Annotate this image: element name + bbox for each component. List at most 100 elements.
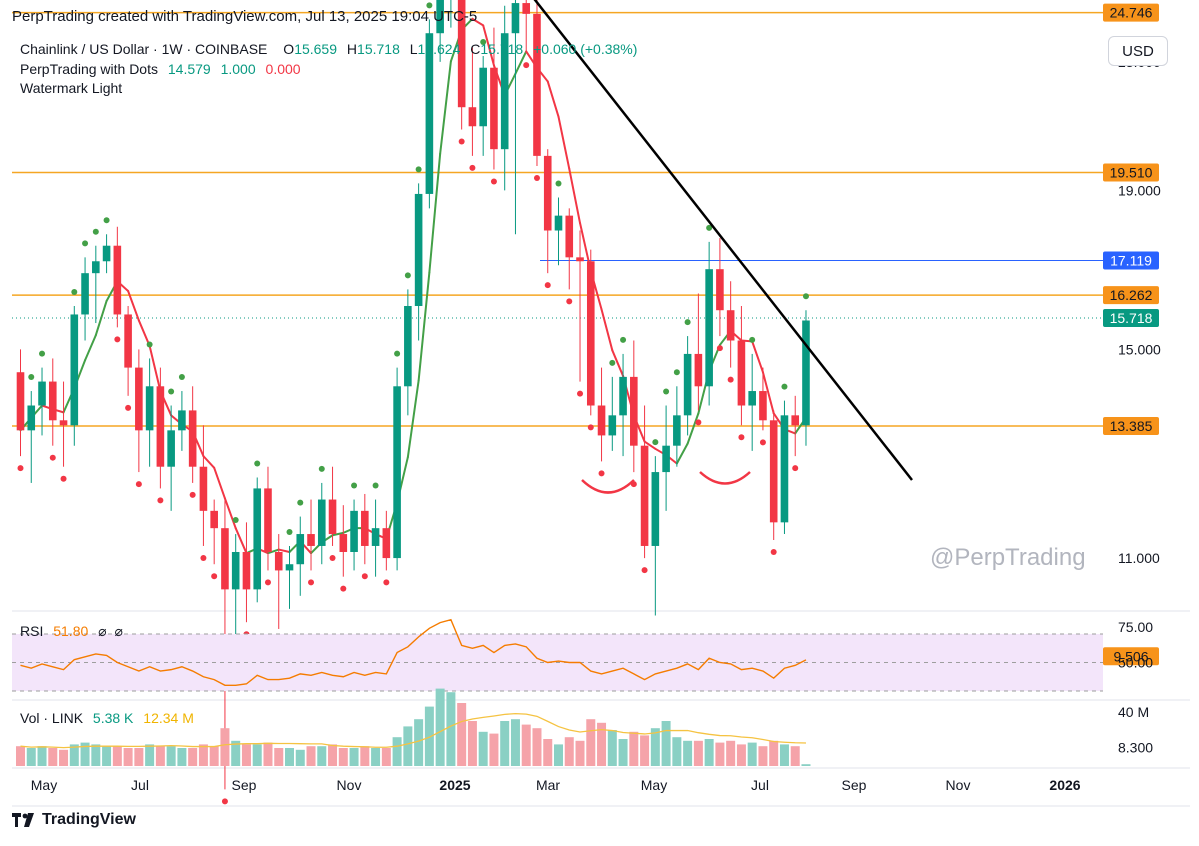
time-tick-label: May bbox=[31, 777, 57, 793]
symbol-name: Chainlink / US Dollar · 1W · COINBASE bbox=[20, 41, 268, 57]
rsi-null-1: ⌀ bbox=[98, 623, 107, 639]
signal-dot-red bbox=[49, 454, 56, 461]
signal-dot-green bbox=[146, 341, 153, 348]
rounded-bottom-arc bbox=[699, 471, 751, 485]
candle-body bbox=[769, 420, 778, 523]
candle-body bbox=[404, 305, 412, 387]
level-label-bg bbox=[1103, 286, 1159, 305]
open-value: 15.659 bbox=[294, 41, 338, 57]
ma-segment bbox=[751, 340, 764, 374]
rsi-legend[interactable]: RSI 51.80 ⌀ ⌀ bbox=[20, 622, 123, 641]
signal-dot-red bbox=[221, 798, 228, 805]
time-tick-label: Jul bbox=[131, 777, 149, 793]
tradingview-logo[interactable]: TradingView bbox=[12, 811, 136, 829]
volume-bar bbox=[672, 737, 682, 766]
rsi-title: RSI bbox=[20, 623, 44, 639]
candle-body bbox=[188, 410, 197, 467]
signal-dot-red bbox=[469, 164, 476, 171]
candle-body bbox=[791, 415, 800, 426]
level-label: 16.262 bbox=[1110, 287, 1153, 303]
ma-segment bbox=[514, 50, 528, 75]
volume-bar bbox=[263, 742, 273, 766]
volume-bar bbox=[521, 724, 531, 766]
ma-segment bbox=[148, 344, 162, 393]
rsi-value: 51.80 bbox=[53, 623, 89, 639]
candle-body bbox=[662, 445, 670, 473]
volume-bar bbox=[80, 742, 90, 766]
symbol-legend[interactable]: Chainlink / US Dollar · 1W · COINBASE O1… bbox=[20, 40, 637, 59]
open-label: O bbox=[283, 41, 295, 57]
volume-bar bbox=[177, 748, 187, 766]
time-tick-label: 2026 bbox=[1049, 777, 1080, 793]
candle-body bbox=[27, 405, 36, 431]
candle-body bbox=[608, 415, 617, 436]
ma-segment bbox=[223, 497, 237, 530]
signal-dot-green bbox=[609, 359, 616, 366]
candle-body bbox=[135, 367, 143, 431]
volume-bar bbox=[26, 748, 36, 766]
volume-bar bbox=[231, 740, 241, 766]
level-label: 19.510 bbox=[1110, 165, 1153, 181]
volume-bar bbox=[166, 746, 176, 766]
ma-segment bbox=[137, 319, 151, 347]
signal-dot-red bbox=[738, 434, 745, 441]
level-label-bg bbox=[1103, 647, 1159, 666]
ma-segment bbox=[417, 271, 431, 382]
volume-bar bbox=[575, 740, 585, 766]
candle-body bbox=[59, 420, 68, 426]
candle-body bbox=[511, 3, 520, 34]
volume-bar bbox=[586, 719, 596, 766]
candle-body bbox=[382, 528, 391, 559]
level-label-bg bbox=[1103, 163, 1159, 182]
signal-dot-red bbox=[17, 465, 24, 472]
signal-dot-red bbox=[264, 579, 271, 586]
signal-dot-green bbox=[232, 517, 239, 524]
candle-body bbox=[597, 405, 606, 436]
volume-bar bbox=[338, 748, 348, 766]
time-tick-label: Mar bbox=[536, 777, 560, 793]
signal-dot-red bbox=[383, 579, 390, 586]
change-value: +0.060 (+0.38%) bbox=[533, 41, 638, 57]
currency-button[interactable]: USD bbox=[1108, 36, 1168, 66]
signal-dot-green bbox=[706, 224, 713, 231]
indicator-legend[interactable]: PerpTrading with Dots 14.579 1.000 0.000 bbox=[20, 60, 301, 79]
low-value: 15.624 bbox=[417, 41, 461, 57]
ma-segment bbox=[331, 531, 345, 537]
close-value: 15.718 bbox=[480, 41, 524, 57]
signal-dot-red bbox=[157, 497, 164, 504]
time-tick-label: Nov bbox=[337, 777, 362, 793]
signal-dot-red bbox=[200, 554, 207, 561]
candle-body bbox=[221, 528, 229, 590]
level-label-bg bbox=[1103, 417, 1159, 436]
watermark-indicator-legend[interactable]: Watermark Light bbox=[20, 80, 123, 96]
candle-body bbox=[683, 353, 692, 416]
ma-segment bbox=[611, 349, 625, 377]
level-label: 13.385 bbox=[1110, 418, 1153, 434]
candle-body bbox=[81, 273, 89, 315]
candle-body bbox=[285, 564, 294, 571]
candle-body bbox=[317, 499, 326, 546]
signal-dot-red bbox=[759, 439, 766, 446]
rsi-line bbox=[20, 618, 807, 686]
candle-body bbox=[264, 488, 272, 552]
candle-body bbox=[436, 0, 444, 34]
volume-legend[interactable]: Vol · LINK 5.38 K 12.34 M bbox=[20, 709, 194, 728]
ma-segment bbox=[234, 527, 248, 555]
time-tick-label: Nov bbox=[946, 777, 971, 793]
volume-bar bbox=[779, 744, 789, 766]
signal-dot-green bbox=[426, 2, 433, 9]
volume-bar bbox=[435, 688, 445, 766]
volume-bar bbox=[467, 721, 477, 766]
volume-bar bbox=[424, 706, 434, 766]
price-tick-label: 8.300 bbox=[1118, 740, 1153, 756]
signal-dot-red bbox=[727, 376, 734, 383]
volume-bar bbox=[715, 742, 725, 766]
volume-bar bbox=[532, 728, 542, 766]
signal-dot-red bbox=[523, 62, 530, 69]
blue-level-label: 17.119 bbox=[1110, 253, 1152, 269]
price-tick-label: 15.000 bbox=[1118, 341, 1161, 357]
signal-dot-green bbox=[802, 293, 809, 300]
signal-dot-green bbox=[71, 288, 78, 295]
